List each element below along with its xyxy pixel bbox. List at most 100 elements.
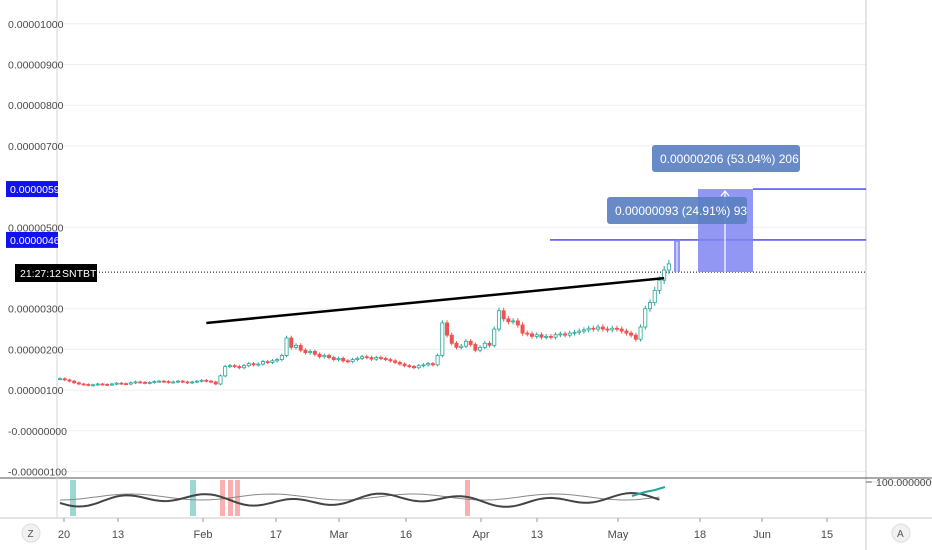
price-tags: 0.00000594 0.00000469: [6, 181, 66, 248]
candle: [506, 318, 511, 323]
candle: [530, 333, 535, 337]
price-tick-label: 0.00000200: [8, 344, 64, 356]
candle: [407, 365, 412, 368]
candle: [652, 289, 657, 303]
candle: [591, 327, 596, 330]
candle: [515, 320, 520, 326]
candle: [341, 357, 346, 362]
price-tick-label: -0.00000000: [8, 426, 67, 438]
candle: [185, 381, 190, 384]
candle: [553, 334, 558, 338]
time-tick-label: 16: [400, 529, 412, 541]
measure-tool[interactable]: 0.00000206 (53.04%) 206 0.00000093 (24.91…: [607, 145, 800, 273]
candle: [600, 326, 605, 330]
indicator-signal-line: [59, 493, 660, 501]
candle: [534, 334, 539, 337]
candle: [548, 335, 553, 338]
candle: [119, 382, 124, 385]
candle: [213, 381, 218, 385]
candle: [204, 379, 209, 382]
candle: [629, 332, 634, 336]
candle: [289, 337, 294, 348]
time-tick-label: Mar: [330, 529, 349, 541]
candle: [369, 357, 374, 360]
candle: [209, 380, 214, 383]
candle: [124, 383, 129, 385]
price-axis[interactable]: 0.00001000 0.00000900 0.00000800 0.00000700…: [8, 19, 67, 479]
time-tick-label: 20: [58, 529, 70, 541]
candle: [421, 364, 426, 367]
candle: [388, 359, 393, 362]
candle: [336, 357, 341, 360]
candle: [157, 380, 162, 383]
candle: [397, 362, 402, 365]
candle: [161, 380, 166, 383]
candle: [298, 344, 303, 351]
trendline[interactable]: [206, 276, 665, 325]
symbol-label: 21:27:12 SNTBTC: [15, 264, 104, 282]
candle: [563, 333, 568, 336]
time-tick-label: Feb: [194, 529, 213, 541]
candle: [100, 383, 105, 386]
price-tick-label: 0.00001000: [8, 19, 64, 31]
candle: [279, 355, 284, 360]
measure-label-box[interactable]: [607, 197, 747, 224]
time-tick-label: 13: [112, 529, 124, 541]
candle: [459, 345, 464, 348]
candle: [293, 344, 298, 348]
candle: [246, 363, 251, 367]
price-tick-label: 0.00000100: [8, 385, 64, 397]
candle: [260, 361, 265, 365]
candle: [426, 363, 431, 366]
symbol-name: SNTBTC: [62, 268, 104, 280]
measure-label-box[interactable]: [652, 145, 800, 172]
candle: [109, 383, 114, 386]
grid: [57, 23, 866, 472]
indicator-pane[interactable]: [59, 480, 932, 516]
candle: [648, 302, 653, 310]
candle: [317, 353, 322, 358]
candle: [72, 380, 77, 384]
candle: [440, 322, 445, 356]
measure-label-text: 0.00000093 (24.91%) 93: [615, 204, 747, 218]
indicator-main-line: [59, 491, 660, 508]
candle: [142, 381, 147, 384]
candle: [275, 359, 280, 362]
candle: [360, 356, 365, 359]
time-readout: 21:27:12: [20, 268, 61, 280]
candle: [227, 365, 232, 368]
candle: [572, 331, 577, 334]
candle: [402, 363, 407, 367]
candle: [232, 365, 237, 368]
candles-layer: [58, 259, 671, 387]
candle: [180, 380, 185, 383]
auto-scale-button[interactable]: A: [891, 523, 911, 543]
candle: [199, 379, 204, 382]
candle: [345, 360, 350, 363]
candle: [62, 378, 67, 381]
candle: [303, 349, 308, 354]
measure-arrow-head: [720, 190, 730, 197]
candle: [544, 335, 549, 338]
time-axis[interactable]: 20 13 Feb 17 Mar 16 Apr 13 May 18 Jun 15: [58, 518, 833, 541]
price-level-tag: [6, 231, 58, 248]
candle: [473, 344, 478, 351]
candle: [81, 383, 86, 386]
candle: [322, 355, 327, 358]
log-scale-button[interactable]: Z: [21, 523, 41, 543]
price-level-tag-label: 0.00000469: [10, 235, 66, 247]
candle: [657, 279, 662, 291]
candle: [327, 355, 332, 358]
candle: [586, 327, 591, 331]
candle: [76, 382, 81, 385]
candle: [558, 333, 563, 336]
candle: [364, 356, 369, 359]
candle: [374, 357, 379, 360]
time-tick-label: 13: [531, 529, 543, 541]
candle: [454, 342, 459, 348]
candle: [114, 382, 119, 385]
candle: [605, 328, 610, 331]
candle: [581, 329, 586, 332]
price-tick-label: 0.00000500: [8, 222, 64, 234]
